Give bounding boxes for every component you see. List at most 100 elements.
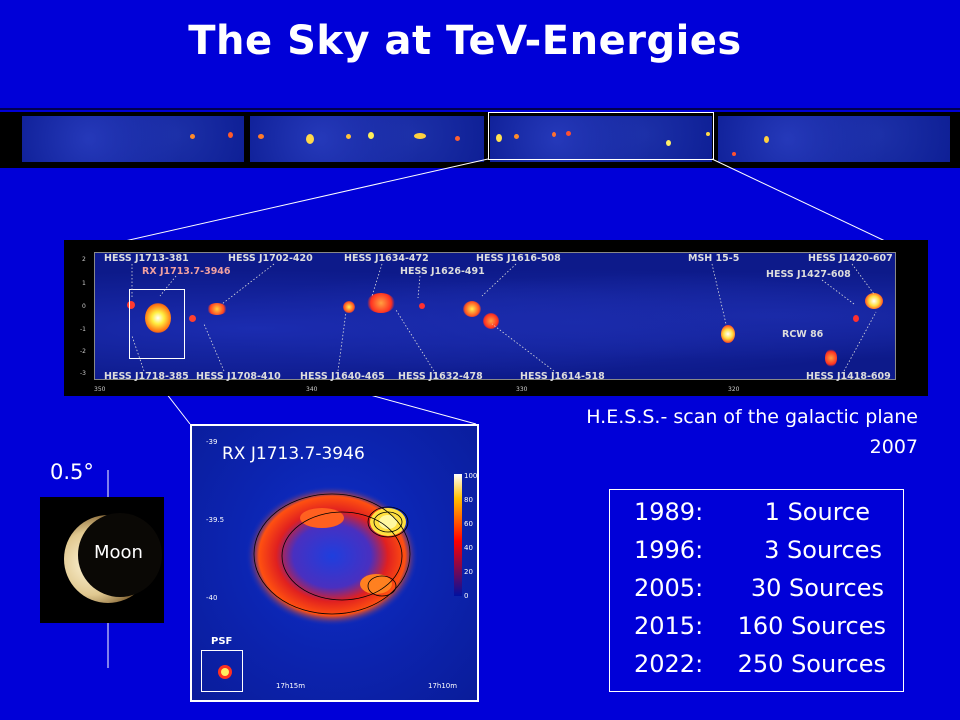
snr-shell-image: [218, 474, 462, 679]
source-blob: [306, 134, 314, 144]
scan-y-tick: 1: [82, 280, 86, 287]
source-blob: [483, 313, 499, 329]
colorbar-tick: 0: [464, 592, 469, 600]
source-blob: [566, 131, 571, 136]
inset-source-name: RX J1713.7-3946: [222, 444, 365, 464]
rx-j1713-inset: -39 -39.5 -40 17h15m 17h10m 100 80 60 40…: [190, 424, 479, 702]
count-cell: 160 Sources: [737, 612, 886, 640]
source-blob: [189, 315, 196, 322]
source-label: HESS J1634-472: [344, 253, 429, 264]
scan-caption-line1: H.E.S.S.- scan of the galactic plane: [586, 406, 918, 428]
psf-label: PSF: [211, 636, 233, 647]
slide-title: The Sky at TeV-Energies: [188, 18, 742, 64]
count-cell: 3 Sources: [764, 536, 882, 564]
scan-x-tick: 320: [728, 386, 740, 393]
source-label: MSH 15-5: [688, 253, 740, 264]
rx-selection-box: [129, 289, 185, 359]
source-label: HESS J1632-478: [398, 371, 483, 382]
source-blob: [258, 134, 264, 139]
strip-segment-4: [718, 116, 950, 162]
source-blob: [228, 132, 233, 138]
zoom-region-box: [488, 112, 714, 160]
scan-y-tick: -3: [80, 370, 86, 377]
table-row: 2022: 250 Sources: [634, 650, 894, 687]
moon-angle-label: 0.5°: [50, 460, 94, 484]
source-blob: [865, 293, 883, 309]
source-blob: [496, 134, 502, 142]
source-label: HESS J1626-491: [400, 266, 485, 277]
source-blob: [706, 132, 710, 136]
table-row: 2015: 160 Sources: [634, 612, 894, 649]
source-blob: [764, 136, 769, 143]
source-blob: [207, 303, 227, 315]
source-rxj1713: [145, 303, 171, 333]
moon-crescent-icon: [64, 513, 162, 603]
scan-y-tick: 2: [82, 256, 86, 263]
sources-table: 1989: 1 Source 1996: 3 Sources 2005: 30 …: [609, 489, 904, 692]
colorbar-tick: 60: [464, 520, 473, 528]
source-blob: [732, 152, 736, 156]
colorbar-tick: 20: [464, 568, 473, 576]
scan-y-tick: 0: [82, 303, 86, 310]
galactic-plane-strip: [0, 112, 960, 168]
inset-y-tick: -39: [206, 438, 218, 446]
inset-x-tick: 17h15m: [276, 682, 306, 690]
scan-field: [94, 252, 896, 380]
moon-image: [40, 497, 164, 623]
source-blob: [853, 315, 859, 322]
source-label: HESS J1418-609: [806, 371, 891, 382]
source-blob: [368, 132, 374, 139]
source-label: HESS J1640-465: [300, 371, 385, 382]
scan-x-tick: 350: [94, 386, 106, 393]
strip-segment-3: [490, 116, 712, 162]
source-blob: [343, 301, 355, 313]
source-msh15-5: [721, 325, 735, 343]
connector-left: [93, 158, 489, 249]
source-blob: [127, 301, 135, 309]
count-cell: 30 Sources: [750, 574, 884, 602]
source-label: HESS J1427-608: [766, 269, 851, 280]
source-label: HESS J1614-518: [520, 371, 605, 382]
table-row: 2005: 30 Sources: [634, 574, 894, 611]
source-label: RCW 86: [782, 329, 824, 340]
source-blob: [552, 132, 556, 137]
scan-y-tick: -2: [80, 348, 86, 355]
hess-scan-image: 2 1 0 -1 -2 -3 350 340 330 320 HESS J171…: [64, 240, 928, 396]
source-label: HESS J1702-420: [228, 253, 313, 264]
strip-segment-1: [22, 116, 244, 162]
scan-x-tick: 330: [516, 386, 528, 393]
title-divider: [0, 108, 960, 110]
source-blob: [190, 134, 195, 139]
source-blob: [514, 134, 519, 139]
strip-segment-2: [250, 116, 484, 162]
source-label: RX J1713.7-3946: [142, 266, 231, 277]
inset-y-tick: -40: [206, 594, 218, 602]
colorbar-tick: 80: [464, 496, 473, 504]
colorbar-tick: 40: [464, 544, 473, 552]
source-blob: [419, 303, 425, 309]
source-label: HESS J1708-410: [196, 371, 281, 382]
source-rcw86: [825, 349, 837, 367]
year-cell: 2022:: [634, 650, 704, 678]
source-blob: [414, 133, 426, 139]
source-label: HESS J1718-385: [104, 371, 189, 382]
source-label: HESS J1713-381: [104, 253, 189, 264]
source-label: HESS J1616-508: [476, 253, 561, 264]
table-row: 1989: 1 Source: [634, 498, 894, 535]
year-cell: 1996:: [634, 536, 704, 564]
moon-label: Moon: [94, 542, 143, 563]
count-cell: 250 Sources: [737, 650, 886, 678]
label-leader-lines: [131, 263, 877, 372]
table-row: 1996: 3 Sources: [634, 536, 894, 573]
scan-caption: H.E.S.S.- scan of the galactic plane 200…: [586, 402, 918, 462]
source-blob: [367, 293, 395, 313]
source-blob: [666, 140, 671, 146]
connector-right: [711, 158, 901, 249]
source-blob: [463, 301, 481, 317]
inset-image: -39 -39.5 -40 17h15m 17h10m 100 80 60 40…: [192, 426, 477, 700]
year-cell: 1989:: [634, 498, 704, 526]
count-cell: 1 Source: [764, 498, 870, 526]
source-blob: [455, 136, 460, 141]
scan-caption-line2: 2007: [869, 436, 918, 458]
inset-y-tick: -39.5: [206, 516, 225, 524]
